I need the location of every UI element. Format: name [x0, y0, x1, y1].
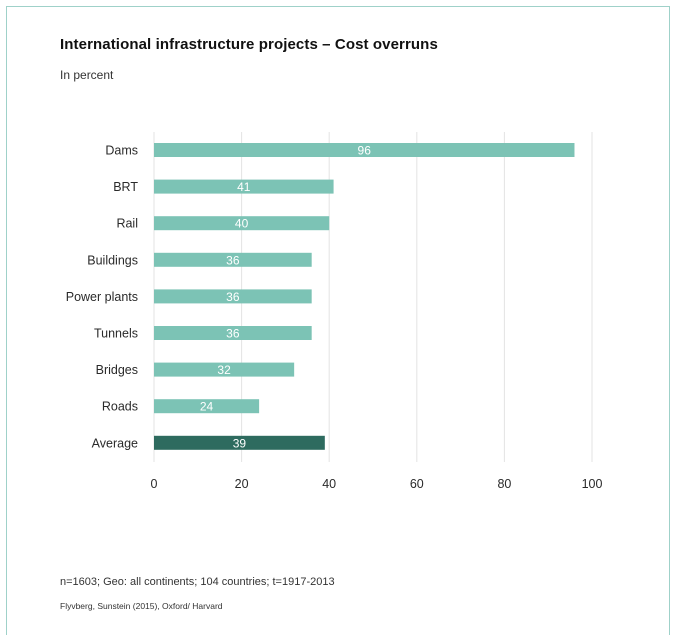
- data-label: 24: [200, 400, 214, 414]
- data-label: 39: [233, 436, 247, 450]
- source-note: Flyvberg, Sunstein (2015), Oxford/ Harva…: [60, 601, 223, 611]
- category-label: Roads: [102, 400, 138, 414]
- bar: [154, 362, 295, 377]
- data-label: 96: [358, 144, 372, 158]
- chart-frame: [6, 6, 670, 635]
- bar: [154, 252, 312, 267]
- x-tick-label: 20: [235, 477, 249, 491]
- category-label: Bridges: [96, 363, 138, 377]
- bar: [154, 399, 260, 414]
- category-label: Power plants: [66, 290, 138, 304]
- bar: [154, 143, 575, 157]
- x-tick-label: 80: [497, 477, 511, 491]
- x-tick-label: 40: [322, 477, 336, 491]
- category-label: Average: [92, 436, 138, 450]
- data-label: 40: [235, 217, 249, 231]
- category-label: Rail: [116, 217, 138, 231]
- chart-subtitle: In percent: [60, 68, 114, 82]
- data-label: 41: [237, 180, 251, 194]
- x-tick-label: 100: [582, 477, 603, 491]
- labels: 0 20 40 60 80 100 Dams 96 BRT 41 Rail 40 Buildings 36…: [66, 144, 603, 492]
- category-label: BRT: [113, 180, 138, 194]
- data-label: 36: [226, 253, 240, 267]
- chart-title: International infrastructure projects – …: [60, 36, 438, 53]
- bar: [154, 326, 312, 340]
- x-tick-label: 60: [410, 477, 424, 491]
- data-label: 36: [226, 290, 240, 304]
- bar: [154, 216, 330, 231]
- category-label: Buildings: [87, 253, 138, 267]
- x-tick-label: 0: [151, 477, 158, 491]
- footnote: n=1603; Geo: all continents; 104 countri…: [60, 576, 335, 588]
- data-label: 36: [226, 327, 240, 341]
- bars: [154, 143, 575, 450]
- category-label: Dams: [105, 144, 138, 158]
- category-label: Tunnels: [94, 327, 138, 341]
- bar: [154, 179, 334, 194]
- data-label: 32: [217, 363, 231, 377]
- bar: [154, 289, 312, 304]
- bar: [154, 435, 325, 450]
